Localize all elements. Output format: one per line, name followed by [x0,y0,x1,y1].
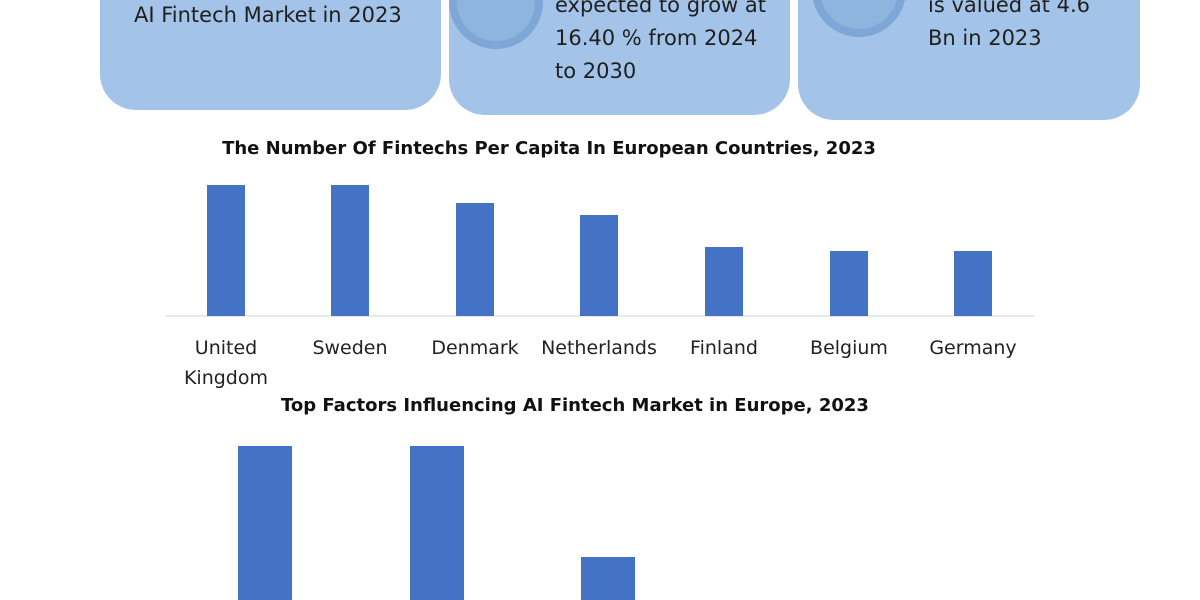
bar [456,203,494,316]
x-tick-label: Denmark [431,337,519,359]
stat-card: is valued at 4.6 Bn in 2023 [798,0,1140,120]
bar [238,446,292,600]
x-tick-label: Belgium [810,337,888,359]
bar [207,185,245,316]
card-text: expected to grow at [555,0,766,17]
card-text: to 2030 [555,59,637,83]
x-tick-label: Finland [690,337,758,359]
chart-title: Top Factors Influencing AI Fintech Marke… [281,395,869,416]
x-tick-label: United Kingdom [183,337,269,389]
x-tick-label: Germany [929,337,1017,359]
x-tick-label: Netherlands [541,337,657,359]
card-text: AI Fintech Market in 2023 [134,3,402,27]
stat-card: AI Fintech Market in 2023 [100,0,441,110]
bar [580,215,618,316]
bar [830,251,868,316]
bar [705,247,743,316]
bar [954,251,992,316]
bar [581,557,635,600]
x-tick-label: Sweden [312,337,388,359]
card-text: Bn in 2023 [928,26,1042,50]
card-text: 16.40 % from 2024 [555,26,758,50]
bar [410,446,464,600]
card-text: is valued at 4.6 [928,0,1090,17]
stat-card: expected to grow at 16.40 % from 2024 to… [449,0,790,115]
chart-title: The Number Of Fintechs Per Capita In Eur… [222,138,876,159]
bar [331,185,369,316]
